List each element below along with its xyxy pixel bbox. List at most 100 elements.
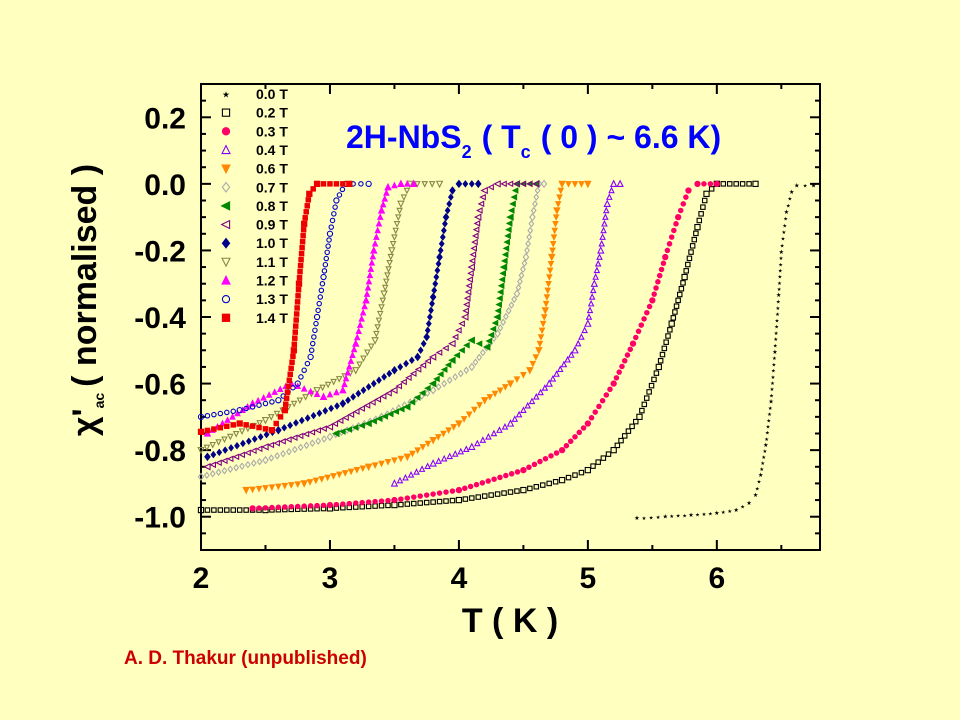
legend-label: 0.7 T [256,179,288,195]
data-point-interp [500,180,507,188]
data-point-interp: ★ [775,318,780,324]
data-point-interp [424,326,431,335]
data-point-interp [317,294,324,300]
data-point-interp [430,499,436,505]
data-point-interp [424,357,432,365]
data-point-interp [421,181,429,188]
data-point-interp [333,181,340,187]
data-point-interp [698,211,704,217]
data-point-interp [465,282,473,290]
data-point-interp [468,180,475,188]
data-point-interp [538,327,546,335]
data-point [655,363,662,371]
data-point-interp [275,504,282,511]
data-point-interp [476,353,483,362]
data-point-interp [342,374,350,382]
data-point [261,417,270,425]
data-point-interp [256,424,262,431]
data-point-interp [638,322,645,328]
data-point-interp [457,369,464,378]
data-point [319,392,328,401]
data-point-interp [491,334,497,343]
data-point-interp [418,389,426,397]
data-point-interp [216,448,223,457]
data-point [541,307,550,315]
data-point [467,263,475,271]
data-point-interp [446,376,453,385]
data-point-interp [590,463,596,469]
data-point-interp [298,374,304,380]
data-point-interp [673,221,679,227]
data-point-interp [491,390,499,398]
data-point-interp [381,413,388,420]
data-point-interp [423,492,430,498]
data-point-interp [496,387,504,395]
data-point-interp [286,377,293,383]
data-point-interp [277,414,284,420]
data-point-interp [546,274,553,281]
data-point-interp [267,441,275,449]
data-point-interp [304,414,311,422]
data-point-interp: ★ [774,325,779,331]
data-point-interp [350,393,357,401]
data-point-interp [567,438,574,445]
data-point [339,385,347,394]
data-point-interp [379,297,387,305]
data-point-interp [536,340,544,348]
data-point-interp [524,246,530,255]
data-point [300,480,308,488]
data-point-interp [224,409,230,416]
data-point-interp [311,334,317,340]
data-point-interp [411,500,417,507]
data-point: ★ [768,399,774,406]
data-point-interp [472,358,479,366]
data-point [629,340,637,347]
data-point [306,190,313,197]
data-point-interp: ★ [776,306,781,312]
data-point-interp [300,385,308,392]
data-point-interp [469,495,475,501]
data-point: ★ [776,292,782,299]
data-point-interp [627,346,633,353]
data-point-interp [471,238,478,246]
data-point-interp [293,419,299,427]
data-point-interp [360,355,367,363]
data-point-interp [336,192,343,198]
data-point-interp [539,320,547,328]
y-tick-label: 0.2 [144,102,186,135]
data-point [326,230,334,237]
data-point-interp [552,221,559,228]
data-point-interp [700,204,706,210]
data-point-interp [305,197,312,203]
data-point [307,353,314,361]
data-point-interp [641,401,648,408]
data-point-interp [474,439,481,447]
legend-marker [221,164,231,175]
data-point-interp [323,255,330,262]
data-point: ★ [688,512,694,519]
data-point-interp [501,422,509,430]
data-point-interp [548,453,554,459]
data-point-interp [527,226,534,235]
data-point-interp [320,502,327,509]
data-point-interp [436,498,443,505]
data-point-interp [340,181,346,187]
data-point-interp [479,193,486,201]
data-point-interp [318,476,326,483]
data-point-interp [572,434,578,440]
data-point-interp [298,251,305,257]
data-point-interp: ★ [764,437,769,443]
data-point-interp [450,424,458,431]
data-point-interp [619,363,625,370]
data-point-interp [268,454,275,462]
data-point-interp [608,186,615,194]
data-point-interp [495,301,502,308]
data-point-interp [222,446,229,454]
data-point-interp [368,259,376,266]
data-point-interp [347,411,355,418]
data-point-interp [524,401,532,409]
data-point-interp [249,404,256,410]
data-point-interp [312,477,320,485]
data-point-interp [301,367,307,374]
data-point-interp [385,497,391,504]
